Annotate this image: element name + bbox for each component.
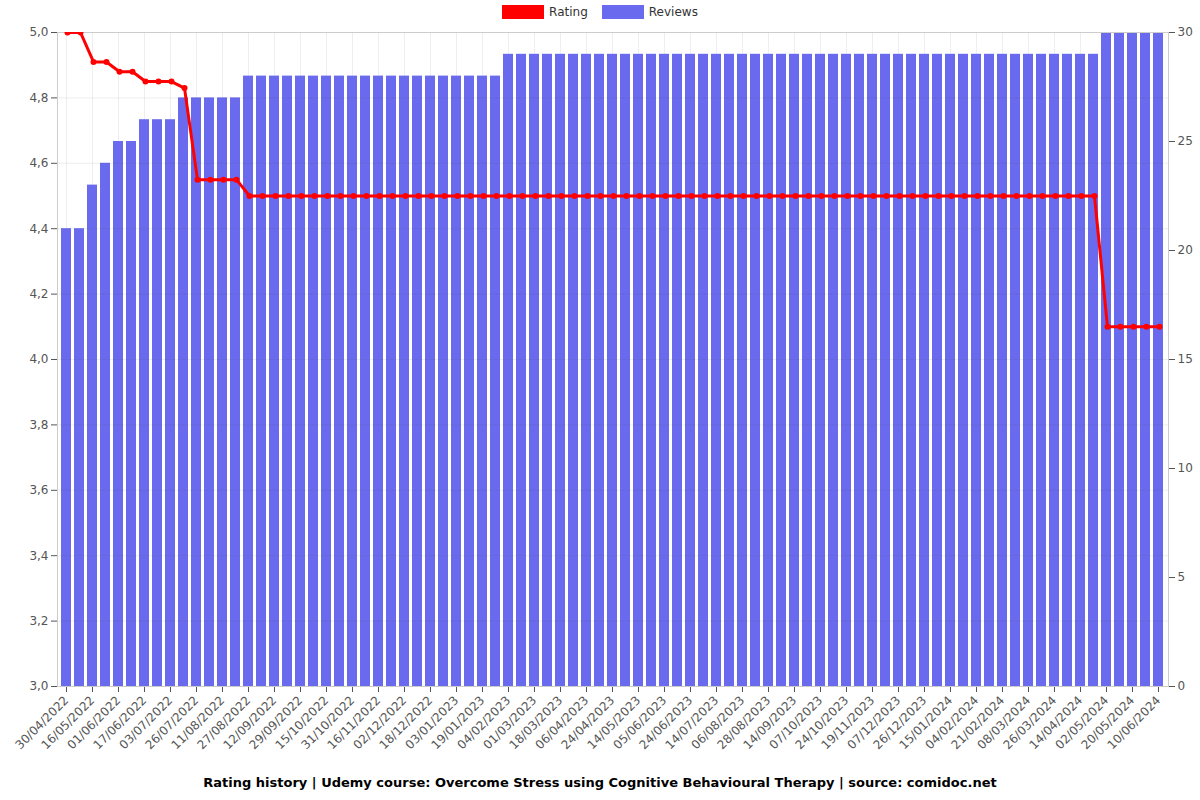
svg-text:03/07/2022: 03/07/2022 bbox=[116, 693, 176, 753]
svg-text:05/06/2023: 05/06/2023 bbox=[610, 693, 670, 753]
svg-text:28/08/2023: 28/08/2023 bbox=[714, 693, 774, 753]
svg-text:26/03/2024: 26/03/2024 bbox=[1000, 693, 1060, 753]
svg-text:3,2: 3,2 bbox=[29, 614, 48, 628]
svg-text:18/03/2023: 18/03/2023 bbox=[506, 693, 566, 753]
svg-text:07/12/2023: 07/12/2023 bbox=[844, 693, 904, 753]
svg-text:30: 30 bbox=[1178, 25, 1193, 39]
svg-text:27/08/2022: 27/08/2022 bbox=[194, 693, 254, 753]
svg-text:15/10/2022: 15/10/2022 bbox=[272, 693, 332, 753]
svg-text:02/12/2022: 02/12/2022 bbox=[350, 693, 410, 753]
html-text:Reviews: Reviews bbox=[648, 5, 698, 19]
svg-text:12/09/2022: 12/09/2022 bbox=[220, 693, 280, 753]
svg-text:4,8: 4,8 bbox=[29, 91, 48, 105]
svg-text:4,0: 4,0 bbox=[29, 352, 48, 366]
svg-text:19/01/2023: 19/01/2023 bbox=[428, 693, 488, 753]
svg-text:19/11/2023: 19/11/2023 bbox=[818, 693, 878, 753]
svg-text:5: 5 bbox=[1178, 570, 1186, 584]
svg-text:29/09/2022: 29/09/2022 bbox=[246, 693, 306, 753]
svg-text:10: 10 bbox=[1178, 461, 1193, 475]
svg-text:3,4: 3,4 bbox=[29, 549, 48, 563]
svg-text:16/05/2022: 16/05/2022 bbox=[38, 693, 98, 753]
svg-text:4,4: 4,4 bbox=[29, 222, 48, 236]
svg-text:04/02/2023: 04/02/2023 bbox=[454, 693, 514, 753]
svg-text:07/10/2023: 07/10/2023 bbox=[766, 693, 826, 753]
svg-text:4,6: 4,6 bbox=[29, 156, 48, 170]
svg-text:26/12/2023: 26/12/2023 bbox=[870, 693, 930, 753]
svg-text:31/10/2022: 31/10/2022 bbox=[298, 693, 358, 753]
svg-text:03/01/2023: 03/01/2023 bbox=[402, 693, 462, 753]
svg-text:17/06/2022: 17/06/2022 bbox=[90, 693, 150, 753]
svg-text:04/02/2024: 04/02/2024 bbox=[922, 693, 982, 753]
svg-text:3,8: 3,8 bbox=[29, 418, 48, 432]
svg-text:26/07/2022: 26/07/2022 bbox=[142, 693, 202, 753]
svg-text:3,6: 3,6 bbox=[29, 483, 48, 497]
svg-text:08/03/2024: 08/03/2024 bbox=[974, 693, 1034, 753]
svg-text:20/05/2024: 20/05/2024 bbox=[1078, 693, 1138, 753]
svg-text:25: 25 bbox=[1178, 134, 1193, 148]
svg-text:5,0: 5,0 bbox=[29, 25, 48, 39]
svg-text:0: 0 bbox=[1178, 679, 1186, 693]
svg-text:14/04/2024: 14/04/2024 bbox=[1026, 693, 1086, 753]
svg-text:14/09/2023: 14/09/2023 bbox=[740, 693, 800, 753]
html-text:Rating: Rating bbox=[549, 5, 588, 19]
svg-text:10/06/2024: 10/06/2024 bbox=[1105, 693, 1164, 752]
svg-text:15: 15 bbox=[1178, 352, 1193, 366]
svg-text:24/10/2023: 24/10/2023 bbox=[792, 693, 852, 753]
svg-text:14/05/2023: 14/05/2023 bbox=[584, 693, 644, 753]
svg-text:30/04/2022: 30/04/2022 bbox=[12, 693, 72, 753]
svg-text:01/03/2023: 01/03/2023 bbox=[480, 693, 540, 753]
svg-text:15/01/2024: 15/01/2024 bbox=[896, 693, 956, 753]
svg-text:14/07/2023: 14/07/2023 bbox=[662, 693, 722, 753]
svg-text:21/02/2024: 21/02/2024 bbox=[948, 693, 1008, 753]
svg-text:24/06/2023: 24/06/2023 bbox=[636, 693, 696, 753]
html-text:Rating history | Udemy course:: Rating history | Udemy course: Overcome … bbox=[203, 775, 997, 790]
svg-text:06/08/2023: 06/08/2023 bbox=[688, 693, 748, 753]
svg-text:16/11/2022: 16/11/2022 bbox=[324, 693, 384, 753]
svg-text:24/04/2023: 24/04/2023 bbox=[558, 693, 618, 753]
svg-text:11/08/2022: 11/08/2022 bbox=[168, 693, 228, 753]
svg-text:20: 20 bbox=[1178, 243, 1193, 257]
svg-text:18/12/2022: 18/12/2022 bbox=[376, 693, 436, 753]
svg-text:4,2: 4,2 bbox=[29, 287, 48, 301]
svg-text:02/05/2024: 02/05/2024 bbox=[1052, 693, 1112, 753]
svg-text:01/06/2022: 01/06/2022 bbox=[64, 693, 124, 753]
svg-text:06/04/2023: 06/04/2023 bbox=[532, 693, 592, 753]
svg-text:3,0: 3,0 bbox=[29, 679, 48, 693]
